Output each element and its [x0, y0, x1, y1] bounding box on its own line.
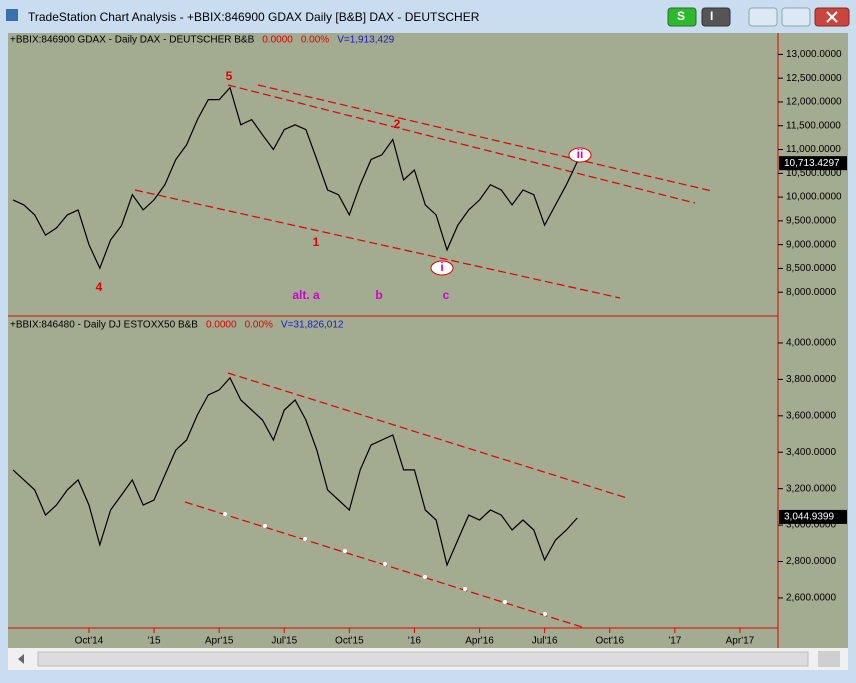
scroll-thumb[interactable]: [37, 651, 809, 667]
last-value-box: [779, 509, 847, 524]
y-tick-label: 3,200.0000: [786, 483, 836, 494]
x-tick-label: Jul'15: [271, 636, 297, 647]
dot: [543, 612, 547, 616]
y-tick-label: 3,800.0000: [786, 374, 836, 385]
y-tick-label: 3,600.0000: [786, 410, 836, 421]
i-button[interactable]: [701, 7, 731, 27]
scroll-left[interactable]: [18, 654, 24, 664]
symbol-label: +BBIX:846480 - Daily DJ ESTOXX50 B&B: [10, 320, 198, 331]
wave-label: 4: [96, 280, 103, 294]
y-tick-label: 12,000.0000: [786, 97, 842, 108]
wave-label: b: [375, 288, 382, 302]
s-button-label[interactable]: S: [677, 9, 685, 23]
y-tick-label: 8,000.0000: [786, 287, 836, 298]
x-tick-label: Oct'14: [75, 636, 104, 647]
y-tick-label: 9,500.0000: [786, 216, 836, 227]
volume-label: V=1,913,429: [337, 35, 394, 46]
i-button-label[interactable]: I: [710, 9, 713, 23]
scroll-right[interactable]: [818, 651, 840, 667]
trend-line: [257, 84, 713, 192]
y-tick-label: 11,500.0000: [786, 120, 841, 131]
x-tick-label: Apr'15: [205, 636, 234, 647]
window-title: TradeStation Chart Analysis - +BBIX:8469…: [28, 10, 480, 24]
trend-line: [227, 84, 696, 204]
x-tick-label: '15: [148, 636, 161, 647]
price-line: [12, 376, 578, 567]
change-label: 0.0000: [206, 320, 237, 331]
y-tick-label: 4,000.0000: [786, 338, 836, 349]
dot: [383, 562, 387, 566]
y-tick-label: 2,800.0000: [786, 556, 836, 567]
x-tick-label: Jul'16: [532, 636, 558, 647]
wave-label: 5: [226, 69, 233, 83]
change-label: 0.0000: [262, 35, 293, 46]
x-tick-label: '16: [408, 636, 421, 647]
wave-label: 2: [394, 117, 401, 131]
y-tick-label: 10,000.0000: [786, 192, 842, 203]
price-line: [12, 86, 578, 270]
symbol-label: +BBIX:846900 GDAX - Daily DAX - DEUTSCHE…: [10, 35, 255, 46]
wave-label: 1: [313, 235, 320, 249]
y-tick-label: 8,500.0000: [786, 263, 836, 274]
y-tick-label: 9,000.0000: [786, 239, 836, 250]
x-tick-label: Oct'15: [335, 636, 364, 647]
x-tick-label: Oct'16: [595, 636, 624, 647]
volume-label: V=31,826,012: [281, 320, 344, 331]
x-tick-label: Apr'17: [726, 636, 755, 647]
dot: [303, 537, 307, 541]
y-tick-label: 2,600.0000: [786, 593, 836, 604]
maximize-button[interactable]: [781, 7, 811, 27]
y-tick-label: 12,500.0000: [786, 73, 842, 84]
y-tick-label: 13,000.0000: [786, 49, 842, 60]
wave-label: ii: [577, 147, 584, 161]
last-value-box: [779, 156, 847, 171]
y-tick-label: 10,500.0000: [786, 168, 842, 179]
wave-label: i: [440, 260, 443, 274]
change-pct-label: 0.00%: [245, 320, 273, 331]
dot: [223, 512, 227, 516]
s-button[interactable]: [667, 7, 697, 27]
channel-dots: [223, 512, 547, 616]
y-tick-label: 11,000.0000: [786, 144, 841, 155]
last-value-label: 3,044.9399: [784, 512, 834, 523]
wave-marker: [430, 260, 454, 276]
dot: [343, 549, 347, 553]
x-tick-label: '17: [668, 636, 681, 647]
dot: [423, 575, 427, 579]
y-tick-label: 3,400.0000: [786, 447, 836, 458]
last-value-label: 10,713.4297: [784, 158, 840, 169]
trend-line: [227, 372, 628, 499]
x-tick-label: Apr'16: [465, 636, 494, 647]
wave-label: c: [443, 288, 450, 302]
dot: [463, 587, 467, 591]
dot: [503, 600, 507, 604]
trend-line: [134, 189, 621, 299]
change-pct-label: 0.00%: [301, 35, 329, 46]
minimize-button[interactable]: [748, 7, 778, 27]
dot: [263, 524, 267, 528]
close-icon: [826, 11, 838, 23]
wave-label: alt. a: [292, 288, 320, 302]
wave-marker: [568, 147, 592, 163]
y-tick-label: 3,000.0000: [786, 520, 836, 531]
app-icon: [6, 9, 18, 21]
